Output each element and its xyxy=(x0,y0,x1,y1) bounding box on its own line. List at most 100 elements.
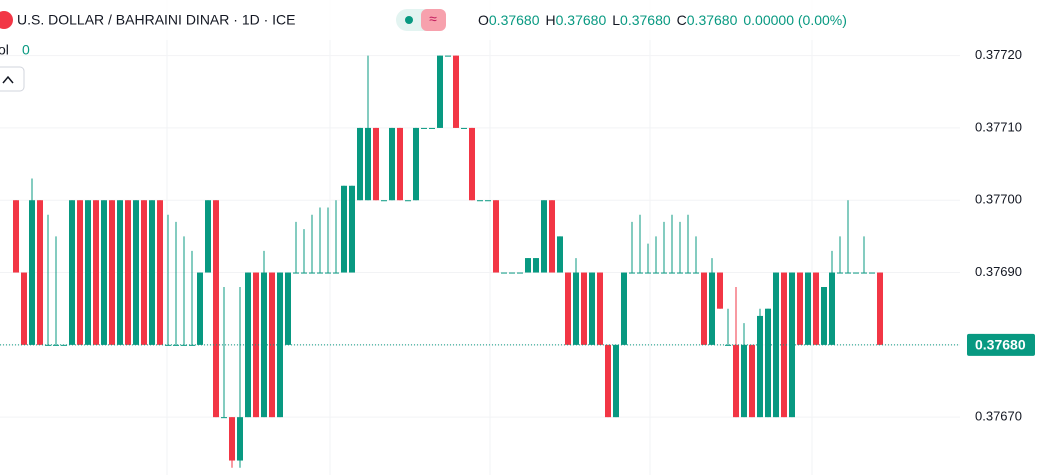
ohlc-values: O0.37680 H0.37680 L0.37680 C0.37680 0.00000 … xyxy=(478,12,847,28)
candle-body xyxy=(741,344,747,418)
symbol-title: U.S. DOLLAR / BAHRAINI DINAR · 1D · ICE xyxy=(17,12,296,28)
candle-body xyxy=(517,272,523,274)
candle-body xyxy=(381,200,387,202)
candle-body xyxy=(821,287,827,345)
candle-body xyxy=(621,272,627,345)
candle-body xyxy=(565,272,571,345)
candle-body xyxy=(541,200,547,273)
candle-body xyxy=(525,258,531,273)
candle-body xyxy=(293,272,299,274)
candle-body xyxy=(69,200,75,345)
candle-body xyxy=(333,272,339,274)
candle-body xyxy=(717,272,723,309)
candle-body xyxy=(37,200,43,345)
candle-body xyxy=(285,272,291,345)
candle-body xyxy=(653,272,659,274)
status-dot xyxy=(405,16,413,24)
candle-body xyxy=(157,200,163,345)
candle-body xyxy=(557,236,563,273)
ohlc-key: L xyxy=(612,12,620,28)
candle-body xyxy=(349,185,355,273)
candle-body xyxy=(229,417,235,461)
candle-body xyxy=(677,272,683,274)
candle-body xyxy=(93,200,99,345)
candle-body xyxy=(269,272,275,418)
candle-body xyxy=(597,272,603,345)
delayed-symbol: ≈ xyxy=(429,11,437,27)
ohlc-key: H xyxy=(546,12,556,28)
y-axis: 0.37670 0.37680 0.37690 0.37700 0.37710 0.377… xyxy=(0,47,1035,424)
candle-body xyxy=(461,127,467,129)
last-price-badge xyxy=(967,333,1035,356)
candle-body xyxy=(341,185,347,273)
candle-body xyxy=(101,200,107,345)
candle-body xyxy=(509,272,515,274)
candle-body xyxy=(733,344,739,418)
candle-body xyxy=(853,272,859,274)
candle-body xyxy=(501,272,507,274)
collapse-icon xyxy=(2,75,14,84)
candle-body xyxy=(725,344,731,346)
candle-body xyxy=(405,200,411,202)
candle-body xyxy=(53,344,59,346)
candle-body xyxy=(765,308,771,418)
candle-body xyxy=(429,127,435,129)
candle-body xyxy=(77,200,83,345)
candle-body xyxy=(237,417,243,461)
candle-body xyxy=(317,272,323,274)
candle-body xyxy=(125,200,131,345)
candle-body xyxy=(877,272,883,345)
candle-body xyxy=(173,344,179,346)
data-delayed-icon[interactable] xyxy=(421,9,446,31)
header-bg xyxy=(0,0,900,40)
candle-body xyxy=(197,272,203,345)
candle-body xyxy=(301,272,307,274)
candles xyxy=(13,55,883,468)
candle-body xyxy=(485,200,491,202)
candle-body xyxy=(109,200,115,345)
ohlc-key: O xyxy=(478,12,489,28)
candle-body xyxy=(533,258,539,273)
candle-body xyxy=(661,272,667,274)
candle-body xyxy=(845,272,851,274)
candle-body xyxy=(21,272,27,345)
candle-body xyxy=(29,200,35,345)
candle-body xyxy=(365,127,371,201)
candle-body xyxy=(477,200,483,202)
candle-body xyxy=(437,55,443,128)
candle-body xyxy=(645,272,651,274)
last-price-label: 0.37680 xyxy=(975,337,1026,353)
ohlc-value: 0.37680 xyxy=(687,12,738,28)
candle-body xyxy=(357,127,363,201)
candle-body xyxy=(85,200,91,345)
candle-body xyxy=(493,200,499,273)
candle-body xyxy=(397,127,403,201)
candle-body xyxy=(573,272,579,345)
candle-body xyxy=(613,344,619,418)
candle-body xyxy=(749,344,755,418)
candle-body xyxy=(245,272,251,418)
candle-body xyxy=(837,272,843,274)
candle-body xyxy=(693,272,699,274)
change: 0.00000 (0.00%) xyxy=(743,12,847,28)
ohlc-value: 0.37680 xyxy=(620,12,671,28)
volume-value: 0 xyxy=(22,42,30,58)
candle-body xyxy=(389,127,395,201)
candle-body xyxy=(669,272,675,274)
candle-body xyxy=(581,272,587,345)
y-tick-label: 0.37690 xyxy=(975,264,1022,279)
candle-body xyxy=(117,200,123,345)
y-tick-label: 0.37670 xyxy=(975,409,1022,424)
candle-body xyxy=(757,315,763,418)
ohlc-legend: O0.37680 H0.37680 L0.37680 C0.37680 0.00000 … xyxy=(478,12,847,28)
collapse-button[interactable] xyxy=(0,66,25,92)
candle-body xyxy=(413,127,419,201)
candle-body xyxy=(709,272,715,345)
candle-body xyxy=(149,200,155,345)
candle-body xyxy=(797,272,803,345)
candle-body xyxy=(205,200,211,273)
candle-body xyxy=(213,200,219,418)
candle-body xyxy=(469,127,475,201)
